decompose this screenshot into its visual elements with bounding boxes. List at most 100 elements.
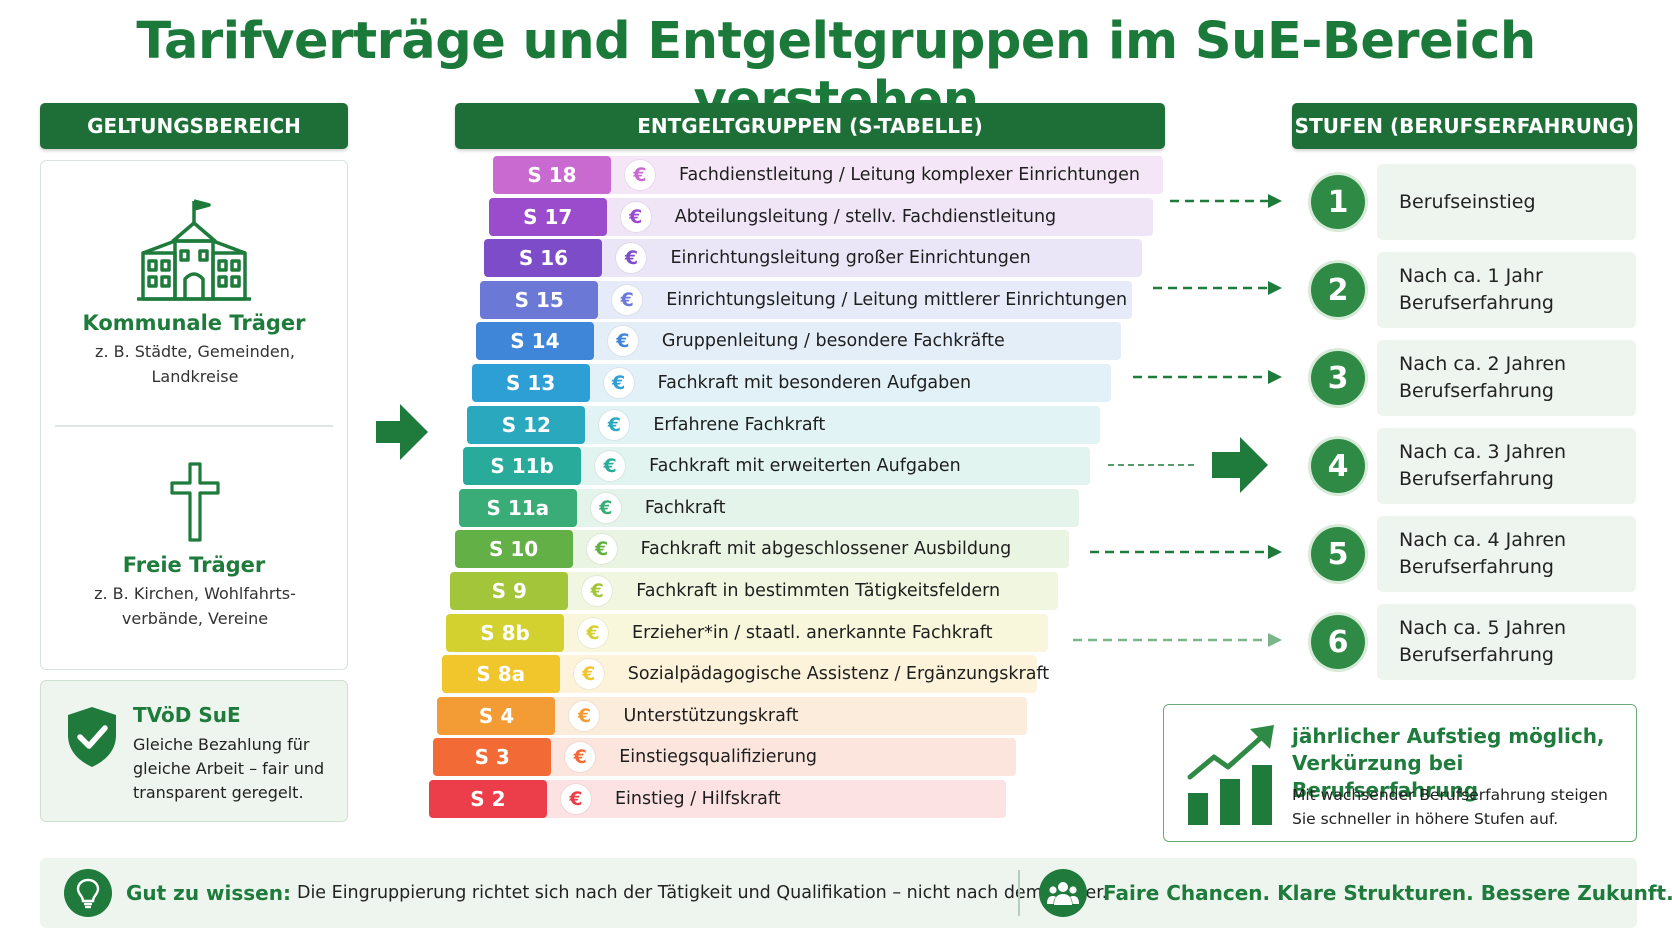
tvod-card: TVöD SuE Gleiche Bezahlung für gleiche A… xyxy=(40,680,348,822)
entgeltgruppe-label: Fachkraft in bestimmten Tätigkeitsfelder… xyxy=(636,581,1001,601)
stufe-number: 2 xyxy=(1311,263,1365,317)
entgeltgruppe-code: S 12 xyxy=(467,405,586,444)
traeger-card: Kommunale Träger z. B. Städte, Gemeinden… xyxy=(40,160,348,670)
stufe-number: 4 xyxy=(1311,439,1365,493)
stufe-line: Nach ca. 2 Jahren xyxy=(1399,353,1567,375)
euro-icon: € xyxy=(586,534,617,565)
footer-hint-text: Die Eingruppierung richtet sich nach der… xyxy=(296,883,1108,903)
stufe-box: Nach ca. 5 Jahren Berufserfahrung xyxy=(1377,604,1636,680)
footer-slogan: Faire Chancen. Klare Strukturen. Bessere… xyxy=(1103,881,1672,905)
entgeltgruppe-code: S 9 xyxy=(450,572,569,610)
entgeltgruppe-row: S 2 € Einstieg / Hilfskraft xyxy=(428,780,1006,818)
arrow-head-icon xyxy=(1268,281,1282,295)
entgeltgruppe-code: S 4 xyxy=(437,696,556,735)
entgeltgruppe-row: S 8a € Sozialpädagogische Assistenz / Ergä… xyxy=(441,655,1049,694)
traeger-title-kommunal: Kommunale Träger xyxy=(82,311,306,335)
traeger-sub-kommunal: z. B. Städte, Gemeinden, Landkreise xyxy=(61,339,329,389)
growth-chart-icon xyxy=(1187,725,1274,825)
footer-divider xyxy=(1018,870,1020,916)
entgeltgruppe-code: S 16 xyxy=(484,239,603,278)
entgeltgruppe-label: Einstieg / Hilfskraft xyxy=(614,789,781,809)
entgeltgruppe-label: Fachkraft mit erweiterten Aufgaben xyxy=(649,456,961,477)
promo-title: jährlicher Aufstieg möglich, Verkürzung … xyxy=(1292,723,1636,804)
traeger-sub-line: z. B. Kirchen, Wohlfahrts- xyxy=(94,584,296,603)
euro-icon: € xyxy=(620,201,651,232)
stufe-line: Berufserfahrung xyxy=(1399,292,1554,314)
entgeltgruppe-row: S 3 € Einstiegsqualifizierung xyxy=(433,738,1017,777)
stufe-number: 6 xyxy=(1311,615,1365,669)
arrow-head-icon xyxy=(1268,370,1282,384)
stufe-box: Nach ca. 4 Jahren Berufserfahrung xyxy=(1377,516,1636,592)
euro-icon: € xyxy=(573,659,604,690)
city-hall-icon xyxy=(137,199,251,301)
euro-icon: € xyxy=(578,617,609,648)
tvod-title: TVöD SuE xyxy=(133,703,241,727)
euro-icon: € xyxy=(625,160,655,190)
stufe-line: Berufserfahrung xyxy=(1399,380,1554,402)
tvod-line: Gleiche Bezahlung für xyxy=(133,735,310,754)
entgeltgruppe-row: S 17 € Abteilungsleitung / stellv. Fachdie… xyxy=(488,197,1153,236)
entgeltgruppe-row: S 10 € Fachkraft mit abgeschlossener Ausbi… xyxy=(454,530,1069,569)
entgeltgruppe-code: S 10 xyxy=(454,530,573,569)
stufe-text: Nach ca. 2 Jahren Berufserfahrung xyxy=(1399,351,1566,405)
entgeltgruppe-code: S 8b xyxy=(446,613,565,652)
big-arrow-icon xyxy=(1212,437,1268,493)
header-entgeltgruppen: ENTGELTGRUPPEN (S-TABELLE) xyxy=(455,103,1165,149)
promo-title-line: Verkürzung bei Berufserfahrung xyxy=(1292,751,1479,802)
entgeltgruppe-label: Einstiegsqualifizierung xyxy=(619,747,818,768)
tvod-line: transparent geregelt. xyxy=(133,783,304,802)
stufe-text: Nach ca. 1 Jahr Berufserfahrung xyxy=(1399,263,1554,317)
entgeltgruppe-code: S 18 xyxy=(493,156,611,194)
entgeltgruppe-row: S 14 € Gruppenleitung / besondere Fachkräf… xyxy=(475,322,1122,361)
arrow-head-icon xyxy=(1268,633,1282,647)
entgeltgruppe-label: Unterstützungskraft xyxy=(623,705,799,726)
stufe-text: Berufseinstieg xyxy=(1399,189,1536,216)
traeger-sub-frei: z. B. Kirchen, Wohlfahrts- verbände, Ver… xyxy=(61,581,329,631)
entgeltgruppe-code: S 11b xyxy=(463,447,582,486)
euro-icon: € xyxy=(565,742,596,773)
stufe-box: Berufseinstieg xyxy=(1377,164,1636,240)
tvod-text: Gleiche Bezahlung für gleiche Arbeit – f… xyxy=(133,733,338,805)
entgeltgruppe-code: S 13 xyxy=(471,364,590,402)
euro-icon: € xyxy=(590,492,621,523)
people-icon xyxy=(1039,869,1087,917)
entgeltgruppe-row: S 9 € Fachkraft in bestimmten Tätigkeitsfe… xyxy=(450,572,1059,610)
entgeltgruppe-label: Fachdienstleitung / Leitung komplexer Ei… xyxy=(679,165,1140,185)
promo-text-line: Sie schneller in höhere Stufen auf. xyxy=(1292,810,1559,828)
entgeltgruppe-label: Einrichtungsleitung / Leitung mittlerer … xyxy=(666,289,1128,310)
lightbulb-icon xyxy=(64,869,112,917)
entgeltgruppe-code: S 2 xyxy=(428,780,547,818)
stufe-text: Nach ca. 3 Jahren Berufserfahrung xyxy=(1399,439,1566,493)
entgeltgruppe-label: Gruppenleitung / besondere Fachkräfte xyxy=(661,331,1005,352)
entgeltgruppe-code: S 17 xyxy=(488,197,607,236)
euro-icon: € xyxy=(582,576,613,606)
traeger-sub-line: verbände, Vereine xyxy=(121,609,269,628)
stufe-line: Berufserfahrung xyxy=(1399,556,1554,578)
divider xyxy=(55,425,333,427)
entgeltgruppe-row: S 16 € Einrichtungsleitung großer Einricht… xyxy=(484,239,1143,278)
footer-hint: Gut zu wissen: Die Eingruppierung richte… xyxy=(126,858,1107,928)
euro-icon: € xyxy=(569,700,600,731)
shield-check-icon xyxy=(68,707,116,767)
entgeltgruppe-code: S 8a xyxy=(441,655,560,694)
cross-icon xyxy=(170,462,220,542)
euro-icon: € xyxy=(607,326,638,357)
entgeltgruppe-label: Einrichtungsleitung großer Einrichtungen xyxy=(670,248,1031,269)
entgeltgruppe-label: Fachkraft mit abgeschlossener Ausbildung xyxy=(640,539,1012,560)
stufe-line: Berufserfahrung xyxy=(1399,644,1554,666)
stufe-box: Nach ca. 1 Jahr Berufserfahrung xyxy=(1377,252,1636,328)
stufe-number: 5 xyxy=(1311,527,1365,581)
stufe-text: Nach ca. 5 Jahren Berufserfahrung xyxy=(1399,615,1566,669)
entgeltgruppe-row: S 13 € Fachkraft mit besonderen Aufgaben xyxy=(471,364,1111,402)
entgeltgruppe-code: S 3 xyxy=(433,738,552,777)
euro-icon: € xyxy=(612,284,643,315)
stufe-number: 3 xyxy=(1311,351,1365,405)
entgeltgruppe-row: S 8b € Erzieher*in / staatl. anerkannte Fa… xyxy=(446,613,1048,652)
euro-icon: € xyxy=(560,784,591,814)
entgeltgruppe-row: S 15 € Einrichtungsleitung / Leitung mittl… xyxy=(480,280,1132,319)
entgeltgruppe-row: S 18 € Fachdienstleitung / Leitung komplex… xyxy=(493,156,1163,194)
traeger-sub-line: Landkreise xyxy=(151,367,239,386)
stufe-line: Berufserfahrung xyxy=(1399,468,1554,490)
header-stufen: STUFEN (BERUFSERFAHRUNG) xyxy=(1292,103,1637,149)
